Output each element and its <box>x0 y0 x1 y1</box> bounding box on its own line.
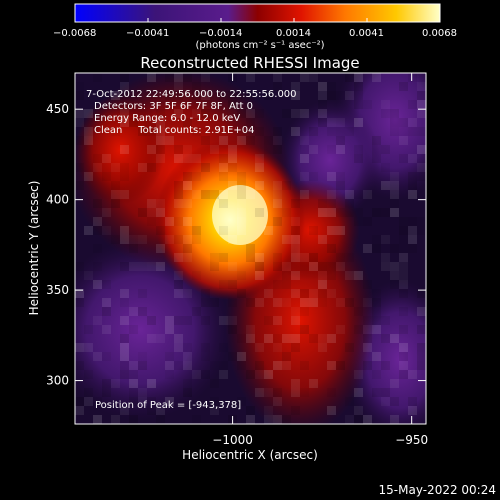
annotation-detectors: Detectors: 3F 5F 6F 7F 8F, Att 0 <box>94 101 253 112</box>
heatmap-pixel-grid <box>75 73 426 424</box>
colorbar-ticks <box>74 18 441 22</box>
annotation-time-range: 7-Oct-2012 22:49:56.000 to 22:55:56.000 <box>86 89 297 100</box>
colorbar-tick-label: −0.0014 <box>199 28 242 39</box>
heatmap-image <box>75 73 426 424</box>
colorbar-tick-label: 0.0041 <box>349 28 384 39</box>
colorbar-tick-label: −0.0068 <box>53 28 96 39</box>
annotation-clean-counts: Clean Total counts: 2.91E+04 <box>94 125 254 136</box>
y-tick-label: 400 <box>46 193 69 207</box>
colorbar-tick-label: 0.0068 <box>422 28 457 39</box>
annotation-energy-range: Energy Range: 6.0 - 12.0 keV <box>94 113 240 124</box>
x-axis: −1000−950−900 <box>212 73 428 447</box>
y-tick-label: 450 <box>46 102 69 116</box>
y-axis-label: Heliocentric Y (arcsec) <box>27 181 41 316</box>
x-tick-label: −950 <box>395 433 428 447</box>
y-axis: 300 350 400 450 <box>46 102 426 388</box>
annotation-peak-position: Position of Peak = [-943,378] <box>95 400 241 411</box>
plot-frame <box>74 72 427 425</box>
colorbar: −0.0068 −0.0041 −0.0014 0.0014 0.0041 0.… <box>53 3 457 51</box>
y-tick-label: 300 <box>46 374 69 388</box>
colorbar-scale <box>74 3 441 23</box>
y-tick-label: 350 <box>46 283 69 297</box>
timestamp: 15-May-2022 00:24 <box>379 483 496 497</box>
x-tick-label: −1000 <box>212 433 253 447</box>
x-axis-label: Heliocentric X (arcsec) <box>182 448 318 462</box>
colorbar-tick-label: −0.0041 <box>126 28 169 39</box>
colorbar-units-label: (photons cm⁻² s⁻¹ asec⁻²) <box>195 40 324 51</box>
colorbar-tick-label: 0.0014 <box>276 28 311 39</box>
chart-title: Reconstructed RHESSI Image <box>140 54 359 72</box>
